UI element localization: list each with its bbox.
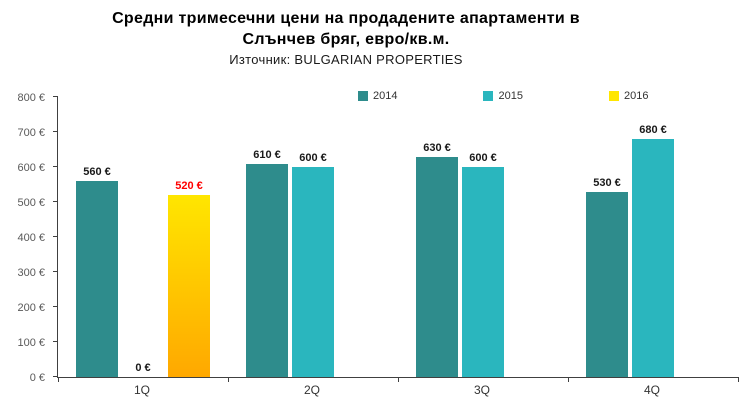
bar-2014-1Q bbox=[76, 181, 118, 377]
bar-value-label-2015-1Q: 0 € bbox=[135, 362, 151, 374]
legend-label-2014: 2014 bbox=[373, 90, 398, 102]
bar-slot-2014-1Q: 560 € bbox=[75, 166, 119, 377]
bar-value-label-2014-4Q: 530 € bbox=[593, 176, 621, 189]
legend-label-2016: 2016 bbox=[623, 90, 649, 102]
y-axis-label: 200 € bbox=[17, 302, 45, 314]
bar-slot-2015-4Q: 680 € bbox=[631, 124, 675, 377]
legend-item-2014: 2014 bbox=[358, 90, 397, 102]
x-axis-label-2Q: 2Q bbox=[303, 383, 320, 397]
bar-group-3Q: 630 € 600 € bbox=[398, 97, 568, 377]
x-axis-tick bbox=[568, 377, 569, 382]
y-axis-tick bbox=[53, 96, 58, 97]
bar-value-label-2014-3Q: 630 € bbox=[423, 141, 451, 154]
legend-swatch-2014 bbox=[358, 91, 368, 101]
bar-slot-2014-4Q: 530 € bbox=[585, 176, 629, 377]
x-axis-labels: 1Q 2Q 3Q 4Q bbox=[57, 383, 737, 397]
y-axis-tick bbox=[53, 376, 58, 377]
y-axis-tick bbox=[53, 201, 58, 202]
y-axis-label: 0 € bbox=[29, 372, 45, 384]
bar-2015-4Q bbox=[632, 139, 674, 377]
legend: 2014 2015 2016 bbox=[358, 90, 648, 102]
bar-2015-3Q bbox=[462, 167, 504, 377]
bar-slot-2015-2Q: 600 € bbox=[291, 152, 335, 377]
y-axis-tick bbox=[53, 236, 58, 237]
bar-group-4Q: 530 € 680 € bbox=[568, 97, 738, 377]
bar-2014-3Q bbox=[416, 156, 458, 377]
bar-value-label-2014-1Q: 560 € bbox=[83, 166, 111, 178]
legend-item-2016: 2016 bbox=[608, 90, 649, 102]
y-axis-label: 500 € bbox=[17, 197, 45, 209]
y-axis-tick bbox=[53, 341, 58, 342]
y-axis-label: 800 € bbox=[17, 92, 45, 104]
bar-value-label-2015-3Q: 600 € bbox=[469, 152, 497, 164]
x-axis-tick bbox=[58, 377, 59, 382]
bar-2015-2Q bbox=[292, 167, 334, 377]
y-axis-tick bbox=[53, 131, 58, 132]
y-axis-label: 300 € bbox=[17, 267, 45, 279]
chart-title-line1: Средни тримесечни цени на продадените ап… bbox=[112, 10, 580, 27]
bar-2014-4Q bbox=[586, 191, 628, 377]
bar-slot-2014-3Q: 630 € bbox=[415, 141, 459, 377]
bar-value-label-2015-2Q: 600 € bbox=[299, 152, 327, 164]
x-axis-label-3Q: 3Q bbox=[473, 383, 490, 397]
x-axis-label-1Q: 1Q bbox=[133, 383, 150, 397]
y-axis-tick bbox=[53, 271, 58, 272]
legend-swatch-2016 bbox=[608, 91, 619, 101]
y-axis-label: 100 € bbox=[17, 337, 45, 349]
bar-2016-1Q bbox=[168, 195, 210, 377]
x-axis-label-4Q: 4Q bbox=[643, 383, 660, 397]
chart-subtitle: Източник: BULGARIAN PROPERTIES bbox=[229, 52, 463, 67]
y-axis-tick bbox=[53, 166, 58, 167]
legend-label-2015: 2015 bbox=[498, 90, 523, 102]
bar-slot-2015-3Q: 600 € bbox=[461, 152, 505, 377]
y-axis-label: 700 € bbox=[17, 127, 45, 139]
bar-groups: 560 € 0 € 520 € 610 € 600 € 630 € 600 € 530 € 68… bbox=[58, 97, 738, 377]
y-axis: 0 € 100 € 200 € 300 € 400 € 500 € 600 € 700 € 80… bbox=[0, 92, 51, 384]
bar-group-2Q: 610 € 600 € bbox=[228, 97, 398, 377]
chart-title-line2: Слънчев бряг, евро/кв.м. bbox=[242, 31, 450, 48]
bar-slot-2015-1Q: 0 € bbox=[121, 362, 165, 377]
bar-value-label-2015-4Q: 680 € bbox=[639, 124, 667, 136]
legend-swatch-2015 bbox=[483, 91, 494, 101]
x-axis-tick bbox=[738, 377, 739, 382]
y-axis-tick bbox=[53, 306, 58, 307]
bar-value-label-2016-1Q: 520 € bbox=[175, 180, 203, 192]
plot-area: 2014 2015 2016 560 €0 €520 €610 €600 €630 … bbox=[53, 90, 739, 382]
bar-slot-2016-1Q: 520 € bbox=[167, 180, 211, 377]
x-axis-tick bbox=[228, 377, 229, 382]
bar-slot-2014-2Q: 610 € bbox=[245, 148, 289, 377]
chart-header: Средни тримесечни цени на продадените ап… bbox=[0, 8, 692, 67]
x-axis-tick bbox=[398, 377, 399, 382]
y-axis-label: 600 € bbox=[17, 162, 45, 174]
bar-value-label-2014-2Q: 610 € bbox=[253, 148, 281, 161]
bar-2014-2Q bbox=[246, 163, 288, 377]
y-axis-label: 400 € bbox=[17, 232, 45, 244]
bar-group-1Q: 560 € 0 € 520 € bbox=[58, 97, 228, 377]
legend-item-2015: 2015 bbox=[483, 90, 523, 102]
